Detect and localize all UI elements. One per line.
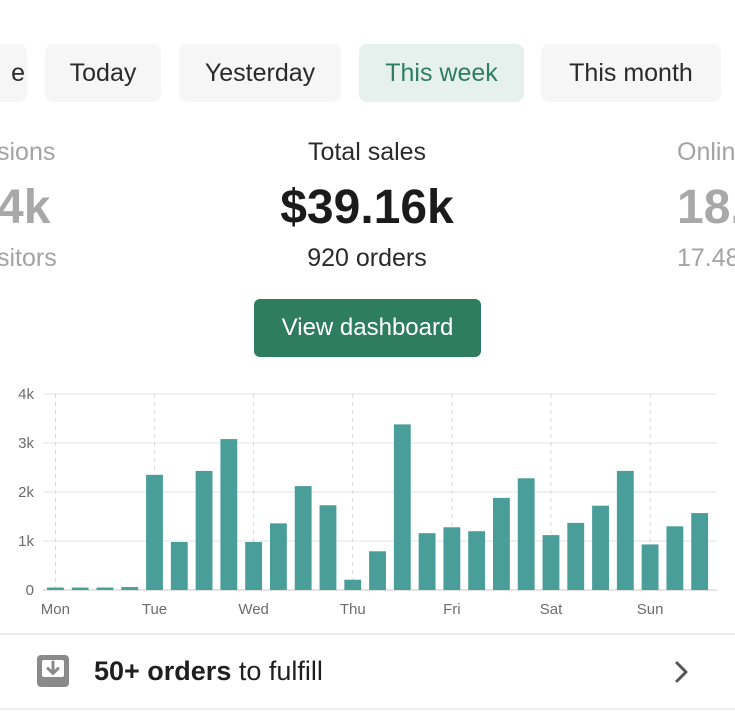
stat-sessions-value-wrap: 4k [0, 180, 50, 235]
stat-total-sales-sub: 920 orders [307, 244, 427, 272]
orders-count-bold: 50+ orders [94, 656, 232, 686]
x-tick-label: Sun [637, 601, 664, 618]
filter-chip-partial[interactable]: e [0, 44, 27, 102]
stat-total-sales: Total sales [247, 138, 487, 167]
filter-chip-this-week-label: This week [385, 58, 498, 87]
y-tick-label: 0 [26, 582, 34, 599]
chart-bar [146, 474, 163, 590]
chart-bar [641, 544, 659, 590]
chart-bar [195, 470, 213, 590]
chart-bar [492, 497, 510, 590]
stat-sessions: sions [0, 138, 55, 167]
chart-bar [294, 486, 312, 590]
view-dashboard-button[interactable]: View dashboard [254, 299, 481, 357]
chart-bar [393, 424, 411, 590]
orders-to-fulfill-rest: to fulfill [231, 656, 323, 686]
stat-total-sales-value: $39.16k [280, 181, 454, 234]
y-tick-label: 4k [18, 386, 34, 403]
chart-bar [691, 513, 709, 590]
chart-bar [542, 535, 560, 590]
chart-bar [468, 531, 486, 590]
y-tick-label: 1k [18, 533, 34, 550]
chevron-right-icon [675, 661, 688, 683]
chart-labels: 0 1k 2k 3k 4k Mon Tue Wed Thu Fri Sat Sun [18, 386, 663, 618]
chart-bar [121, 587, 139, 590]
chart-bar [666, 526, 684, 590]
chart-bar [245, 541, 263, 590]
filter-chip-this-week[interactable]: This week [359, 44, 524, 102]
chart-bar [369, 551, 386, 590]
divider-bottom [0, 708, 735, 710]
x-tick-label: Tue [142, 601, 167, 618]
stat-online-value-wrap: 18. [677, 180, 735, 235]
filter-chip-today-label: Today [69, 58, 137, 87]
chart-bar [269, 523, 287, 590]
filter-chip-this-month[interactable]: This month [541, 44, 721, 102]
chart-bar [616, 470, 634, 590]
stat-sessions-value: 4k [0, 181, 51, 234]
chart-bar [46, 587, 64, 590]
chart-bar [220, 439, 238, 590]
x-tick-label: Thu [340, 601, 366, 618]
stat-sessions-sub-wrap: sitors [0, 244, 57, 273]
filter-chip-today[interactable]: Today [45, 44, 161, 102]
filter-chip-yesterday-label: Yesterday [204, 58, 316, 87]
download-tray-icon [37, 655, 69, 687]
chart-bar [170, 541, 188, 590]
stat-online: Onlin [677, 138, 735, 167]
chart-bar [418, 533, 436, 590]
y-tick-label: 3k [18, 435, 34, 452]
x-tick-label: Sat [540, 601, 563, 618]
x-tick-label: Wed [238, 601, 269, 618]
stat-sessions-sub: sitors [0, 244, 57, 272]
filter-chip-yesterday[interactable]: Yesterday [179, 44, 341, 102]
chart-bar [443, 527, 461, 590]
stat-sessions-label: sions [0, 138, 56, 166]
orders-to-fulfill-row[interactable]: 50+ orders to fulfill [0, 636, 735, 708]
chart-bar [344, 579, 362, 590]
stat-online-sub: 17.48 [677, 244, 735, 272]
chart-bar [517, 478, 535, 590]
view-dashboard-button-label: View dashboard [281, 314, 454, 341]
chart-bar [319, 505, 337, 590]
chart-bar [592, 505, 609, 590]
orders-to-fulfill-text: 50+ orders to fulfill [94, 656, 323, 687]
stat-total-sales-label: Total sales [307, 138, 427, 166]
divider-top [0, 633, 735, 635]
stat-online-label: Onlin [677, 138, 735, 166]
chart-bars [46, 424, 709, 590]
sales-bar-chart: 0 1k 2k 3k 4k Mon Tue Wed Thu Fri Sat Sun [18, 386, 717, 618]
stat-total-sales-sub-wrap: 920 orders [247, 244, 487, 273]
stat-total-sales-value-wrap: $39.16k [227, 180, 507, 235]
stat-online-value: 18. [677, 181, 735, 234]
chart-bar [96, 587, 114, 590]
x-tick-label: Mon [41, 601, 70, 618]
chart-bar [71, 587, 89, 590]
x-tick-label: Fri [443, 601, 461, 618]
filter-chip-this-month-label: This month [569, 58, 693, 87]
chart-bar [567, 522, 585, 590]
filter-chip-partial-label: e [11, 58, 25, 87]
y-tick-label: 2k [18, 484, 34, 501]
stat-online-sub-wrap: 17.48 [677, 244, 735, 273]
